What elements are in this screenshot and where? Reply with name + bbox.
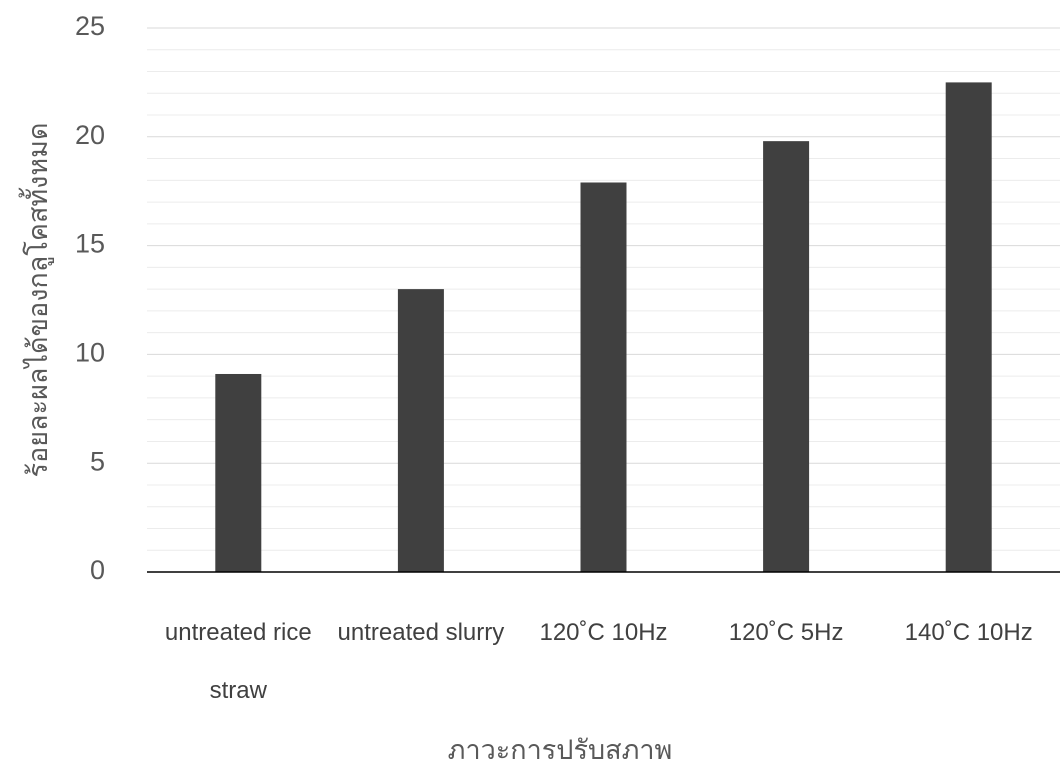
y-tick-label: 0: [90, 555, 105, 585]
y-tick-label: 10: [75, 338, 105, 368]
y-tick-label: 25: [75, 11, 105, 41]
x-tick-label: 120˚C 10Hz: [539, 619, 668, 646]
bar: [580, 182, 627, 572]
x-tick-label: 140˚C 10Hz: [904, 619, 1033, 646]
bar: [397, 289, 444, 572]
y-tick-label: 15: [75, 229, 105, 259]
y-tick-label: 20: [75, 120, 105, 150]
x-tick-label: 120˚C 5Hz: [728, 619, 844, 646]
y-tick-label: 5: [90, 446, 105, 476]
bar: [215, 373, 262, 572]
bar: [763, 141, 810, 573]
x-axis-label: ภาวะการปรับสภาพ: [448, 735, 673, 765]
x-tick-label: untreated rice straw: [164, 619, 312, 704]
x-tick-label: untreated slurry: [337, 619, 505, 646]
bar: [945, 82, 992, 573]
y-axis-label: ร้อยละผลได้ของกลูโคสทั้งหมด: [18, 123, 54, 478]
